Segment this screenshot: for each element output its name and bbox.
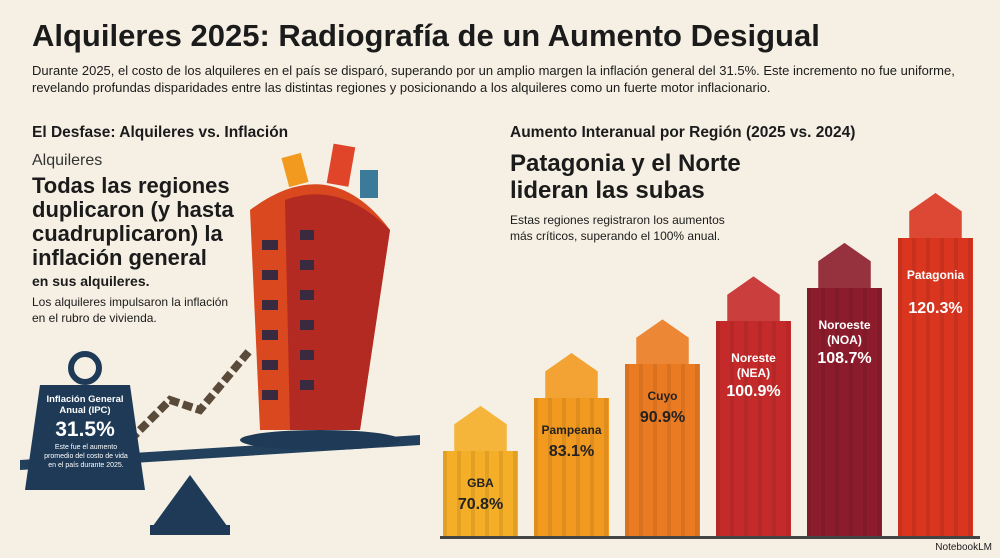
bar: [898, 238, 973, 538]
bar: [625, 364, 700, 538]
lbl: Cuyo: [647, 389, 678, 404]
section-title: El Desfase: Alquileres vs. Inflación: [32, 124, 289, 141]
lbl: Pampeana: [541, 422, 602, 437]
value-label: 108.7%: [817, 349, 872, 367]
bar: [443, 450, 518, 538]
lbl: GBA: [467, 475, 494, 490]
headline-tail: en sus alquileres.: [32, 273, 150, 289]
weight-value: 31.5%: [55, 418, 115, 441]
chart-title: Patagonia y el Norte lideran las subas: [510, 150, 741, 204]
value-label: 83.1%: [548, 442, 595, 460]
headline: Todas las regiones duplicaron (y hasta c…: [32, 173, 234, 270]
roof: [545, 352, 598, 399]
weight-label: Inflación General Anual (IPC): [46, 394, 124, 416]
lbl: Noroeste (NOA): [818, 317, 871, 347]
weight-note: Este fue el aumento promedio del costo d…: [44, 444, 128, 469]
illustration: [20, 143, 420, 535]
value-label: 100.9%: [726, 383, 781, 401]
roof: [727, 276, 780, 323]
roof: [909, 193, 962, 239]
roof: [454, 405, 507, 452]
lbl: Noreste (NEA): [731, 351, 776, 381]
bar: [716, 321, 791, 538]
value-label: 120.3%: [908, 300, 963, 317]
kicker: Alquileres: [32, 152, 103, 169]
bar: [807, 287, 882, 538]
lbl: Patagonia: [906, 268, 965, 282]
baseline: [440, 536, 980, 539]
roof: [818, 242, 871, 289]
title: Alquileres 2025: Radiografía de un Aumen…: [32, 18, 820, 53]
body-text: Los alquileres impulsaron la inflación e…: [32, 295, 229, 325]
footer: NotebookLM: [935, 542, 992, 553]
chart-section-title: Aumento Interanual por Región (2025 vs. …: [510, 124, 856, 141]
chart-subtitle: Estas regiones registraron los aumentos …: [510, 213, 725, 243]
bar: [534, 397, 609, 538]
value-label: 70.8%: [457, 495, 504, 513]
subtitle: Durante 2025, el costo de los alquileres…: [32, 63, 955, 95]
value-label: 90.9%: [639, 409, 686, 427]
roof: [636, 319, 689, 366]
bar-chart: GBA 70.8% Pampeana 83.1% Cuyo 90.9% Noreste (N…: [430, 160, 990, 538]
